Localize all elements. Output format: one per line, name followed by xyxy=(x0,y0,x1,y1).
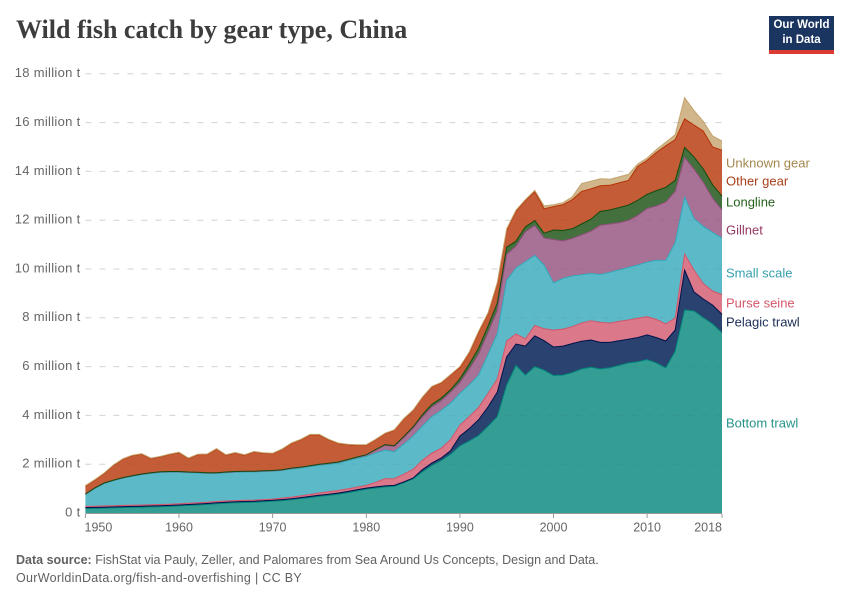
svg-text:6 million t: 6 million t xyxy=(22,358,80,373)
svg-text:Longline: Longline xyxy=(726,195,775,210)
svg-text:Unknown gear: Unknown gear xyxy=(726,156,810,171)
svg-text:Bottom trawl: Bottom trawl xyxy=(726,416,798,431)
svg-text:Pelagic trawl: Pelagic trawl xyxy=(726,315,800,330)
svg-text:8 million t: 8 million t xyxy=(22,309,80,324)
svg-text:2 million t: 2 million t xyxy=(22,456,80,471)
svg-text:2000: 2000 xyxy=(540,521,568,535)
svg-text:18 million t: 18 million t xyxy=(15,65,81,80)
svg-text:Small scale: Small scale xyxy=(726,266,792,281)
svg-text:1990: 1990 xyxy=(446,521,474,535)
svg-text:1960: 1960 xyxy=(165,521,193,535)
svg-text:2010: 2010 xyxy=(633,521,661,535)
svg-text:16 million t: 16 million t xyxy=(15,114,81,129)
svg-text:2018: 2018 xyxy=(694,521,722,535)
svg-text:14 million t: 14 million t xyxy=(15,163,81,178)
svg-text:Gillnet: Gillnet xyxy=(726,223,763,238)
svg-text:12 million t: 12 million t xyxy=(15,212,81,227)
svg-text:Purse seine: Purse seine xyxy=(726,296,795,311)
svg-text:1970: 1970 xyxy=(259,521,287,535)
svg-text:Other gear: Other gear xyxy=(726,174,789,189)
svg-text:1950: 1950 xyxy=(85,521,113,535)
svg-text:1980: 1980 xyxy=(352,521,380,535)
svg-text:0 t: 0 t xyxy=(65,504,80,519)
svg-text:4 million t: 4 million t xyxy=(22,407,80,422)
svg-text:10 million t: 10 million t xyxy=(15,260,81,275)
